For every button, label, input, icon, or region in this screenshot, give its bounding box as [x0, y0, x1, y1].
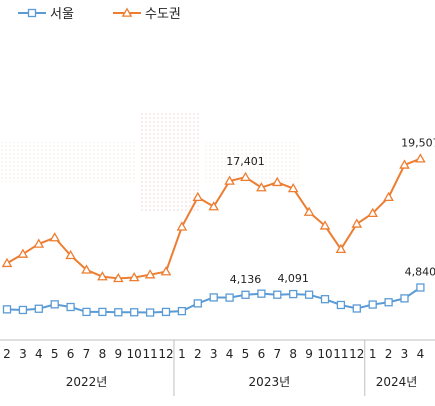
data-point-1-17 — [271, 176, 283, 187]
legend-marker-1 — [121, 7, 133, 17]
x-tick-label-14: 4 — [226, 347, 234, 361]
legend-label-1: 수도권 — [145, 7, 181, 22]
data-point-0-19 — [304, 290, 314, 299]
data-point-0-12 — [193, 299, 202, 308]
x-tick-label-18: 8 — [289, 347, 297, 361]
data-point-1-10 — [160, 266, 172, 276]
data-point-0-9 — [145, 308, 155, 317]
x-tick-label-17: 7 — [273, 347, 281, 361]
x-tick-label-20: 10 — [317, 347, 332, 361]
data-label-0: 4,136 — [230, 273, 262, 286]
data-point-1-23 — [367, 207, 379, 218]
data-point-0-11 — [177, 306, 187, 316]
data-point-0-22 — [352, 304, 361, 313]
data-point-1-7 — [112, 272, 124, 283]
x-tick-label-13: 3 — [210, 347, 218, 361]
data-point-1-12 — [192, 191, 204, 202]
data-point-0-26 — [416, 283, 425, 292]
chart-plot-area: 4,136 4,091 4,840 17,401 19,507 — [1, 137, 435, 317]
legend-label-0: 서울 — [50, 7, 74, 22]
data-point-1-16 — [256, 182, 267, 192]
data-point-0-24 — [384, 298, 393, 307]
data-point-1-18 — [287, 182, 299, 193]
x-tick-label-5: 7 — [83, 347, 91, 361]
data-point-1-21 — [335, 243, 347, 254]
data-point-0-7 — [114, 308, 123, 317]
data-point-0-20 — [320, 295, 330, 304]
data-point-1-3 — [49, 232, 61, 242]
series-line-1 — [6, 157, 421, 280]
data-point-1-11 — [176, 221, 188, 231]
data-point-1-19 — [303, 206, 315, 216]
data-point-1-5 — [81, 264, 92, 274]
x-tick-label-22: 12 — [349, 347, 364, 361]
x-tick-label-21: 11 — [333, 347, 348, 361]
x-tick-label-0: 2 — [3, 347, 11, 361]
x-tick-label-8: 10 — [127, 347, 142, 361]
data-point-1-24 — [383, 191, 394, 202]
data-point-1-1 — [17, 248, 29, 258]
data-label-3: 17,401 — [226, 155, 265, 168]
x-tick-label-7: 9 — [114, 347, 122, 361]
x-tick-label-11: 1 — [178, 347, 186, 361]
data-point-1-0 — [1, 257, 13, 268]
data-point-0-2 — [34, 304, 43, 313]
data-point-1-14 — [224, 175, 235, 185]
data-point-1-22 — [351, 218, 363, 228]
data-point-0-5 — [82, 307, 91, 317]
x-tick-label-1: 3 — [19, 347, 27, 361]
data-point-0-14 — [225, 293, 234, 302]
x-tick-label-4: 6 — [67, 347, 75, 361]
data-point-0-8 — [130, 308, 139, 317]
data-point-0-4 — [66, 302, 75, 312]
legend-marker-0 — [27, 8, 37, 18]
x-tick-label-26: 4 — [417, 347, 425, 361]
x-tick-label-3: 5 — [51, 347, 59, 361]
x-tick-label-15: 5 — [242, 347, 250, 361]
x-tick-label-6: 8 — [99, 347, 107, 361]
data-point-1-8 — [128, 271, 140, 282]
x-tick-label-2: 4 — [35, 347, 43, 361]
data-point-1-25 — [399, 159, 410, 169]
data-point-1-6 — [97, 271, 108, 281]
x-tick-label-25: 3 — [401, 347, 409, 361]
data-label-2: 4,840 — [405, 266, 435, 279]
x-tick-label-16: 6 — [258, 347, 266, 361]
data-point-0-15 — [241, 290, 250, 299]
x-tick-label-10: 12 — [158, 347, 173, 361]
data-point-0-25 — [400, 294, 409, 303]
year-label-2: 2024년 — [376, 375, 418, 389]
data-point-1-13 — [208, 201, 220, 211]
data-label-1: 4,091 — [277, 272, 309, 285]
data-point-0-3 — [50, 300, 59, 309]
data-point-0-0 — [2, 305, 12, 314]
data-point-0-18 — [289, 289, 298, 299]
data-point-0-6 — [98, 307, 107, 317]
data-point-0-21 — [336, 300, 346, 310]
year-label-0: 2022년 — [66, 375, 108, 389]
x-tick-label-23: 1 — [369, 347, 377, 361]
x-tick-label-9: 11 — [142, 347, 157, 361]
data-point-0-1 — [18, 305, 28, 315]
data-point-0-10 — [161, 307, 171, 317]
x-tick-label-19: 9 — [305, 347, 313, 361]
data-point-1-4 — [65, 249, 76, 260]
data-point-1-15 — [240, 171, 251, 182]
data-point-1-2 — [33, 238, 45, 248]
data-point-1-26 — [415, 153, 426, 163]
data-point-0-17 — [273, 290, 282, 299]
watermark-logo — [0, 112, 300, 212]
data-point-0-23 — [368, 300, 377, 309]
data-point-0-16 — [257, 289, 266, 298]
data-label-4: 19,507 — [401, 137, 435, 150]
chart-legend: 서울 수도권 — [18, 7, 181, 22]
data-point-0-13 — [209, 293, 218, 302]
x-tick-label-24: 2 — [385, 347, 393, 361]
data-point-1-20 — [319, 220, 331, 230]
data-point-1-9 — [144, 269, 156, 279]
x-tick-label-12: 2 — [194, 347, 202, 361]
year-label-1: 2023년 — [249, 375, 291, 389]
